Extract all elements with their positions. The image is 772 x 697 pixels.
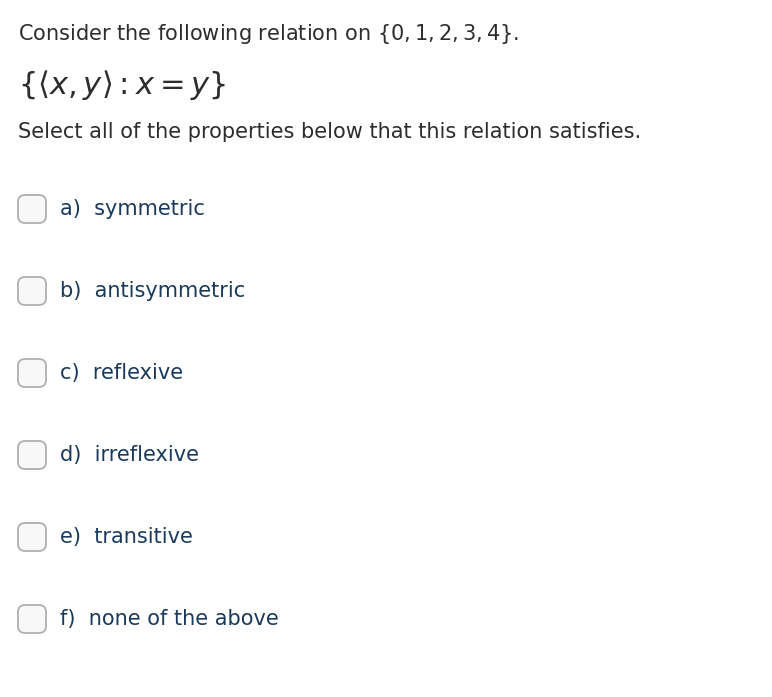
FancyBboxPatch shape (18, 359, 46, 387)
FancyBboxPatch shape (18, 195, 46, 223)
FancyBboxPatch shape (18, 523, 46, 551)
Text: a)  symmetric: a) symmetric (60, 199, 205, 219)
Text: Consider the following relation on $\{0, 1, 2, 3, 4\}.$: Consider the following relation on $\{0,… (18, 22, 520, 46)
Text: d)  irreflexive: d) irreflexive (60, 445, 199, 465)
FancyBboxPatch shape (18, 277, 46, 305)
Text: b)  antisymmetric: b) antisymmetric (60, 281, 245, 301)
Text: f)  none of the above: f) none of the above (60, 609, 279, 629)
FancyBboxPatch shape (18, 441, 46, 469)
FancyBboxPatch shape (18, 605, 46, 633)
Text: c)  reflexive: c) reflexive (60, 363, 183, 383)
Text: Select all of the properties below that this relation satisfies.: Select all of the properties below that … (18, 122, 641, 142)
Text: $\{\langle x, y\rangle : x = y\}$: $\{\langle x, y\rangle : x = y\}$ (18, 68, 226, 102)
Text: e)  transitive: e) transitive (60, 527, 193, 547)
